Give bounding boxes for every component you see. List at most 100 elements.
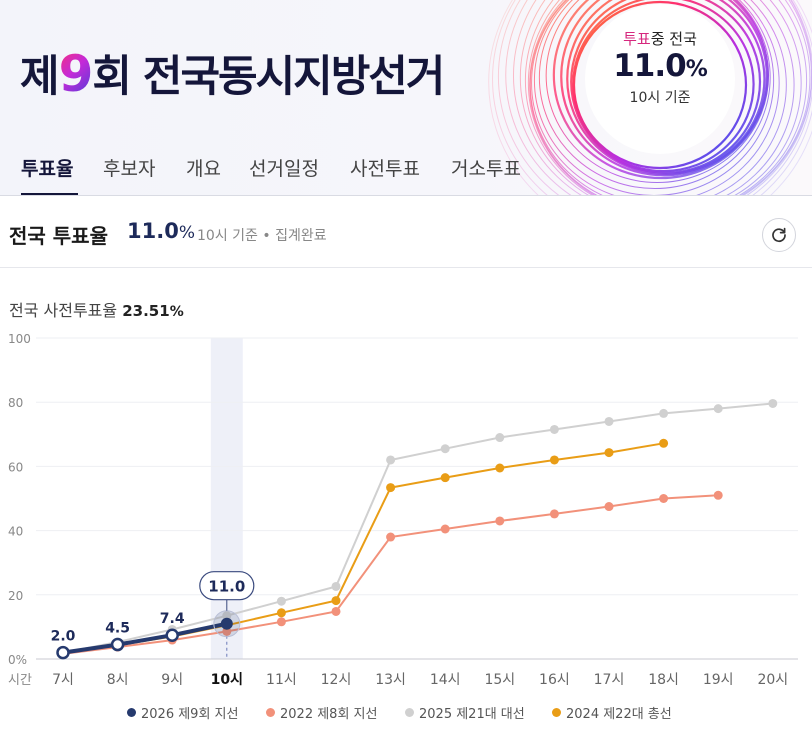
- early-vote-number: 23.51: [122, 302, 170, 320]
- decorative-ring: [519, 0, 811, 196]
- badge-label-rest: 중 전국: [650, 30, 697, 48]
- tab-schedule[interactable]: 선거일정: [249, 158, 319, 180]
- data-point: [386, 483, 396, 493]
- decorative-ring: [566, 0, 766, 175]
- legend-label: 2025 제21대 대선: [419, 707, 525, 722]
- data-point: [713, 404, 723, 414]
- decorative-ring: [529, 0, 787, 196]
- decorative-ring: [538, 0, 771, 190]
- legend-label: 2022 제8회 지선: [280, 707, 378, 722]
- x-tick-label: 18시: [648, 672, 679, 688]
- y-tick-label: 20: [8, 589, 23, 603]
- data-point: [549, 509, 559, 519]
- decorative-rings: [488, 0, 812, 196]
- decorative-ring: [513, 0, 812, 196]
- x-tick-label: 11시: [266, 672, 297, 688]
- decorative-ring: [529, 0, 795, 196]
- data-label: 11.0: [208, 578, 245, 596]
- x-tick-label: 20시: [757, 672, 788, 688]
- decorative-ring: [552, 0, 769, 180]
- election-header: 제9회 전국동시지방선거 투표중 전국 11.0% 10시 기준 투표율 후보자…: [0, 0, 812, 196]
- data-point: [222, 611, 232, 621]
- decorative-ring: [545, 0, 770, 183]
- tab-turnout[interactable]: 투표율: [21, 158, 74, 180]
- x-tick-label: 9시: [161, 672, 183, 688]
- y-tick-label: 80: [8, 396, 23, 410]
- tab-absentee-voting[interactable]: 거소투표: [451, 158, 521, 180]
- data-point: [495, 463, 505, 473]
- x-axis-label: 시간: [8, 673, 32, 688]
- data-point: [276, 596, 286, 606]
- y-tick-label: 60: [8, 460, 23, 474]
- early-vote-value: 23.51%: [122, 302, 184, 320]
- data-point: [331, 596, 341, 606]
- decorative-ring: [505, 0, 812, 196]
- data-label: 2.0: [51, 629, 76, 645]
- tab-overview[interactable]: 개요: [186, 158, 221, 180]
- legend-item: 2025 제21대 대선: [405, 703, 525, 722]
- turnout-title: 전국 투표율: [9, 224, 108, 248]
- refresh-icon: [772, 227, 786, 243]
- data-point: [604, 448, 614, 458]
- tab-early-voting[interactable]: 사전투표: [350, 158, 420, 180]
- data-point: [768, 398, 778, 408]
- data-point: [386, 532, 396, 542]
- x-tick-label: 14시: [430, 672, 461, 688]
- data-point: [604, 502, 614, 512]
- data-label: 7.4: [160, 611, 185, 627]
- data-point: [495, 516, 505, 526]
- turnout-summary: 전국 투표율 11.0% 10시 기준 • 집계완료: [0, 196, 812, 268]
- y-tick-label: 100: [8, 332, 31, 346]
- legend-label: 2026 제9회 지선: [141, 707, 239, 722]
- data-point: [220, 617, 233, 630]
- turnout-meta: 10시 기준 • 집계완료: [197, 228, 327, 244]
- x-tick-label: 19시: [703, 672, 734, 688]
- header-divider: [0, 195, 812, 196]
- refresh-button[interactable]: [762, 218, 796, 252]
- data-point: [440, 444, 450, 454]
- badge-label-highlight: 투표: [623, 30, 651, 48]
- x-tick-label: 7시: [52, 672, 74, 688]
- y-tick-label: 40: [8, 525, 23, 539]
- badge-value-unit: %: [685, 57, 708, 82]
- data-point: [110, 637, 125, 652]
- active-tab-indicator: [21, 193, 78, 196]
- decorative-ring: [524, 0, 808, 196]
- decorative-ring: [572, 0, 755, 173]
- legend-dot-icon: [266, 708, 275, 717]
- data-point: [713, 490, 723, 500]
- legend-dot-icon: [552, 708, 561, 717]
- x-tick-label: 12시: [321, 672, 352, 688]
- tab-candidates[interactable]: 후보자: [103, 158, 156, 180]
- data-point: [659, 494, 669, 503]
- early-vote-unit: %: [169, 304, 184, 320]
- data-point: [276, 617, 286, 627]
- title-number: 9: [58, 45, 94, 103]
- chart-legend: 2026 제9회 지선 2022 제8회 지선 2025 제21대 대선 2024 제…: [0, 703, 812, 727]
- legend-item: 2022 제8회 지선: [266, 703, 377, 722]
- series-line: [62, 621, 228, 655]
- data-label: 4.5: [105, 621, 130, 637]
- data-point: [549, 455, 559, 465]
- data-point: [440, 524, 450, 534]
- decorative-ring: [497, 0, 812, 196]
- y-tick-label: 0%: [8, 653, 27, 667]
- x-tick-label: 16시: [539, 672, 570, 688]
- data-point: [495, 433, 505, 443]
- badge-subtext: 10시 기준: [629, 90, 691, 106]
- turnout-value-number: 11.0: [127, 219, 179, 243]
- early-vote-rate: 전국 사전투표율 23.51%: [9, 297, 184, 321]
- series-line: [62, 402, 773, 654]
- title-prefix: 제: [20, 52, 60, 102]
- data-point: [276, 608, 286, 618]
- data-point: [440, 473, 450, 483]
- x-tick-label: 17시: [594, 672, 625, 688]
- badge-value: 11.0%: [585, 48, 735, 84]
- x-tick-label: 10시: [211, 672, 243, 688]
- data-point: [331, 606, 341, 616]
- legend-item: 2024 제22대 총선: [552, 703, 672, 722]
- data-point: [165, 628, 179, 642]
- legend-dot-icon: [405, 708, 414, 717]
- turnout-line-chart: 0% 20 40 60 80 100 시간 7시 8시 9시 10시 11시 12시 13시 14시 15시 1…: [8, 332, 798, 688]
- badge-label: 투표중 전국: [585, 28, 735, 49]
